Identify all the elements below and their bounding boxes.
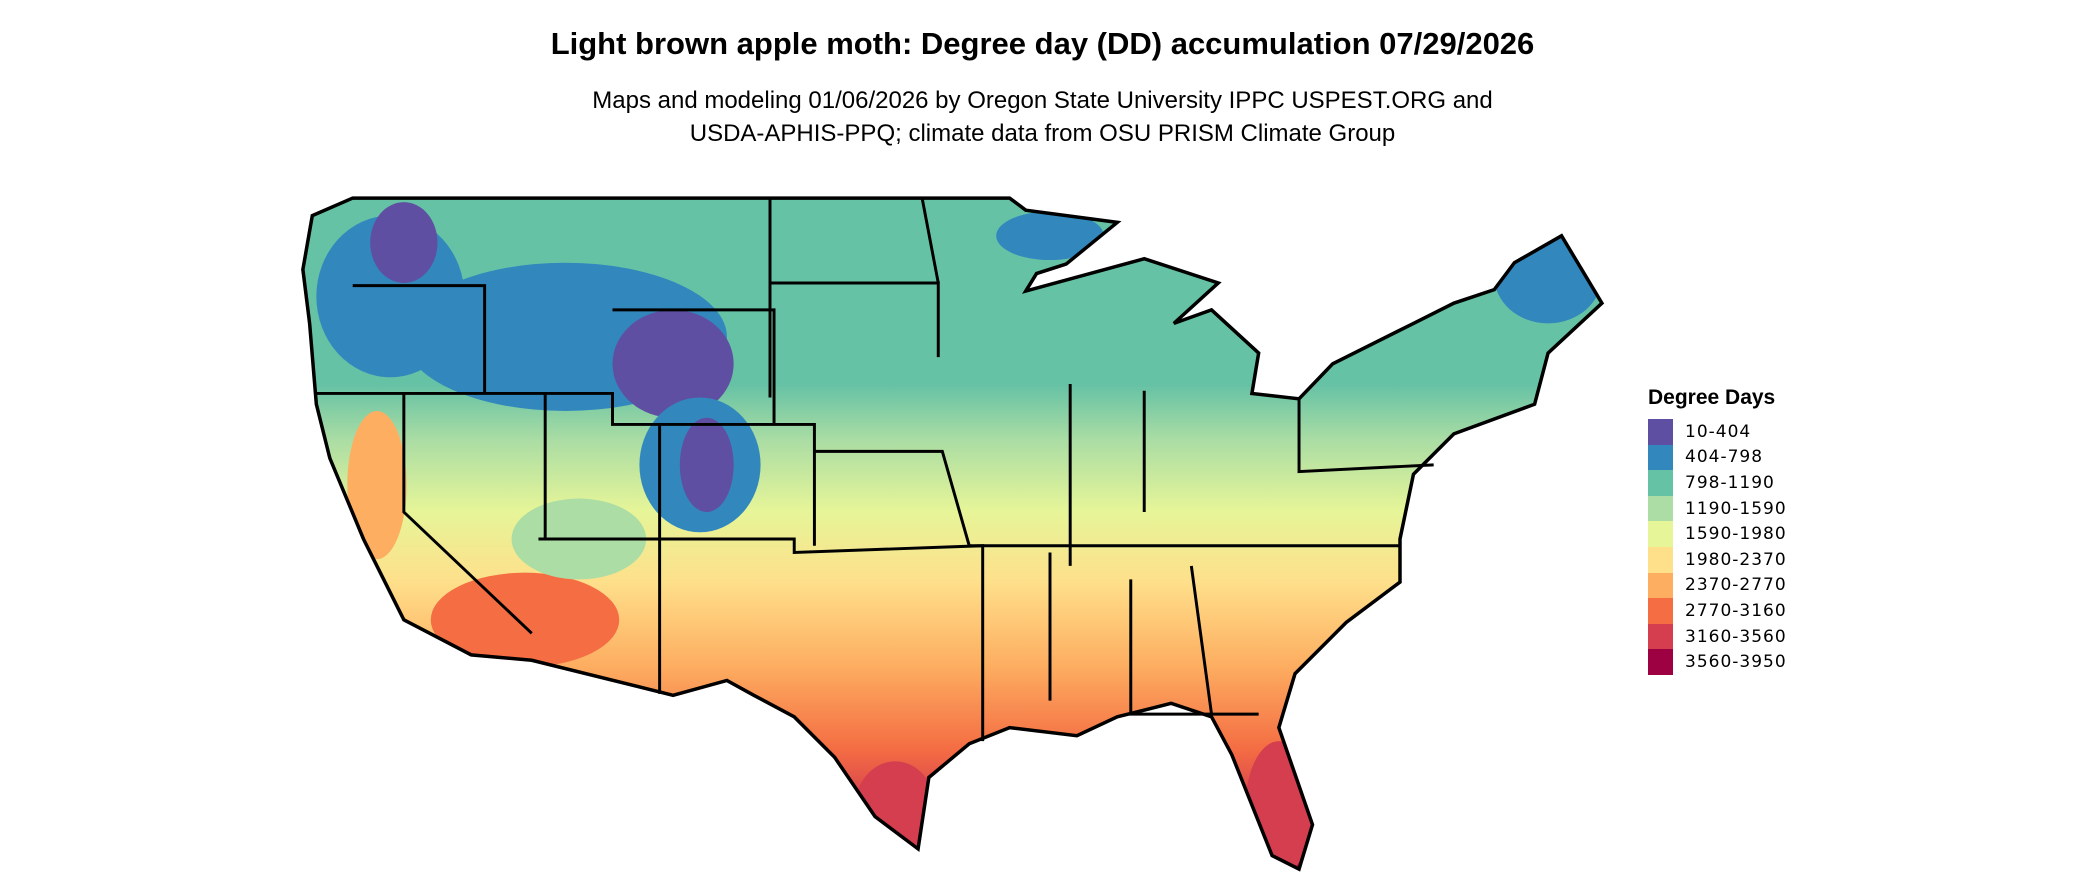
map-fill [302, 198, 1602, 870]
legend-item: 798-1190 [1648, 470, 1787, 496]
legend-swatch [1648, 623, 1673, 650]
legend-label: 1590-1980 [1685, 524, 1787, 545]
legend-swatch [1648, 495, 1673, 522]
legend-label: 404-798 [1685, 447, 1764, 468]
state-borders [301, 196, 1604, 871]
legend-label: 1190-1590 [1685, 498, 1787, 519]
legend-label: 798-1190 [1685, 472, 1775, 493]
subtitle-line-2: USDA-APHIS-PPQ; climate data from OSU PR… [689, 120, 1396, 147]
legend-item: 2370-2770 [1648, 572, 1787, 599]
legend-label: 2770-3160 [1685, 600, 1787, 621]
legend-item: 10-404 [1648, 419, 1787, 445]
legend-label: 3160-3560 [1685, 626, 1787, 647]
legend-title: Degree Days [1648, 386, 1776, 409]
legend: Degree Days 10-404 404-798 798-1190 1190-15… [1648, 386, 1787, 675]
chart-subtitle: Maps and modeling 01/06/2026 by Oregon S… [0, 84, 2085, 150]
legend-item: 2770-3160 [1648, 598, 1787, 624]
legend-swatch [1648, 470, 1673, 496]
chart-title: Light brown apple moth: Degree day (DD) … [550, 26, 1535, 61]
legend-swatch [1648, 598, 1673, 624]
legend-label: 3560-3950 [1685, 652, 1787, 673]
legend-swatch [1648, 444, 1673, 471]
legend-label: 1980-2370 [1685, 549, 1787, 570]
legend-swatch [1648, 546, 1673, 573]
legend-swatch [1648, 419, 1673, 445]
legend-item: 3560-3950 [1648, 649, 1787, 675]
legend-item: 1980-2370 [1648, 546, 1787, 573]
legend-label: 10-404 [1685, 421, 1752, 442]
legend-swatch [1648, 649, 1673, 675]
legend-item: 1590-1980 [1648, 521, 1787, 547]
subtitle-line-1: Maps and modeling 01/06/2026 by Oregon S… [592, 87, 1493, 114]
legend-item: 3160-3560 [1648, 623, 1787, 650]
legend-item: 404-798 [1648, 444, 1787, 471]
legend-swatch [1648, 572, 1673, 599]
legend-swatch [1648, 521, 1673, 547]
legend-item: 1190-1590 [1648, 495, 1787, 522]
legend-label: 2370-2770 [1685, 575, 1787, 596]
